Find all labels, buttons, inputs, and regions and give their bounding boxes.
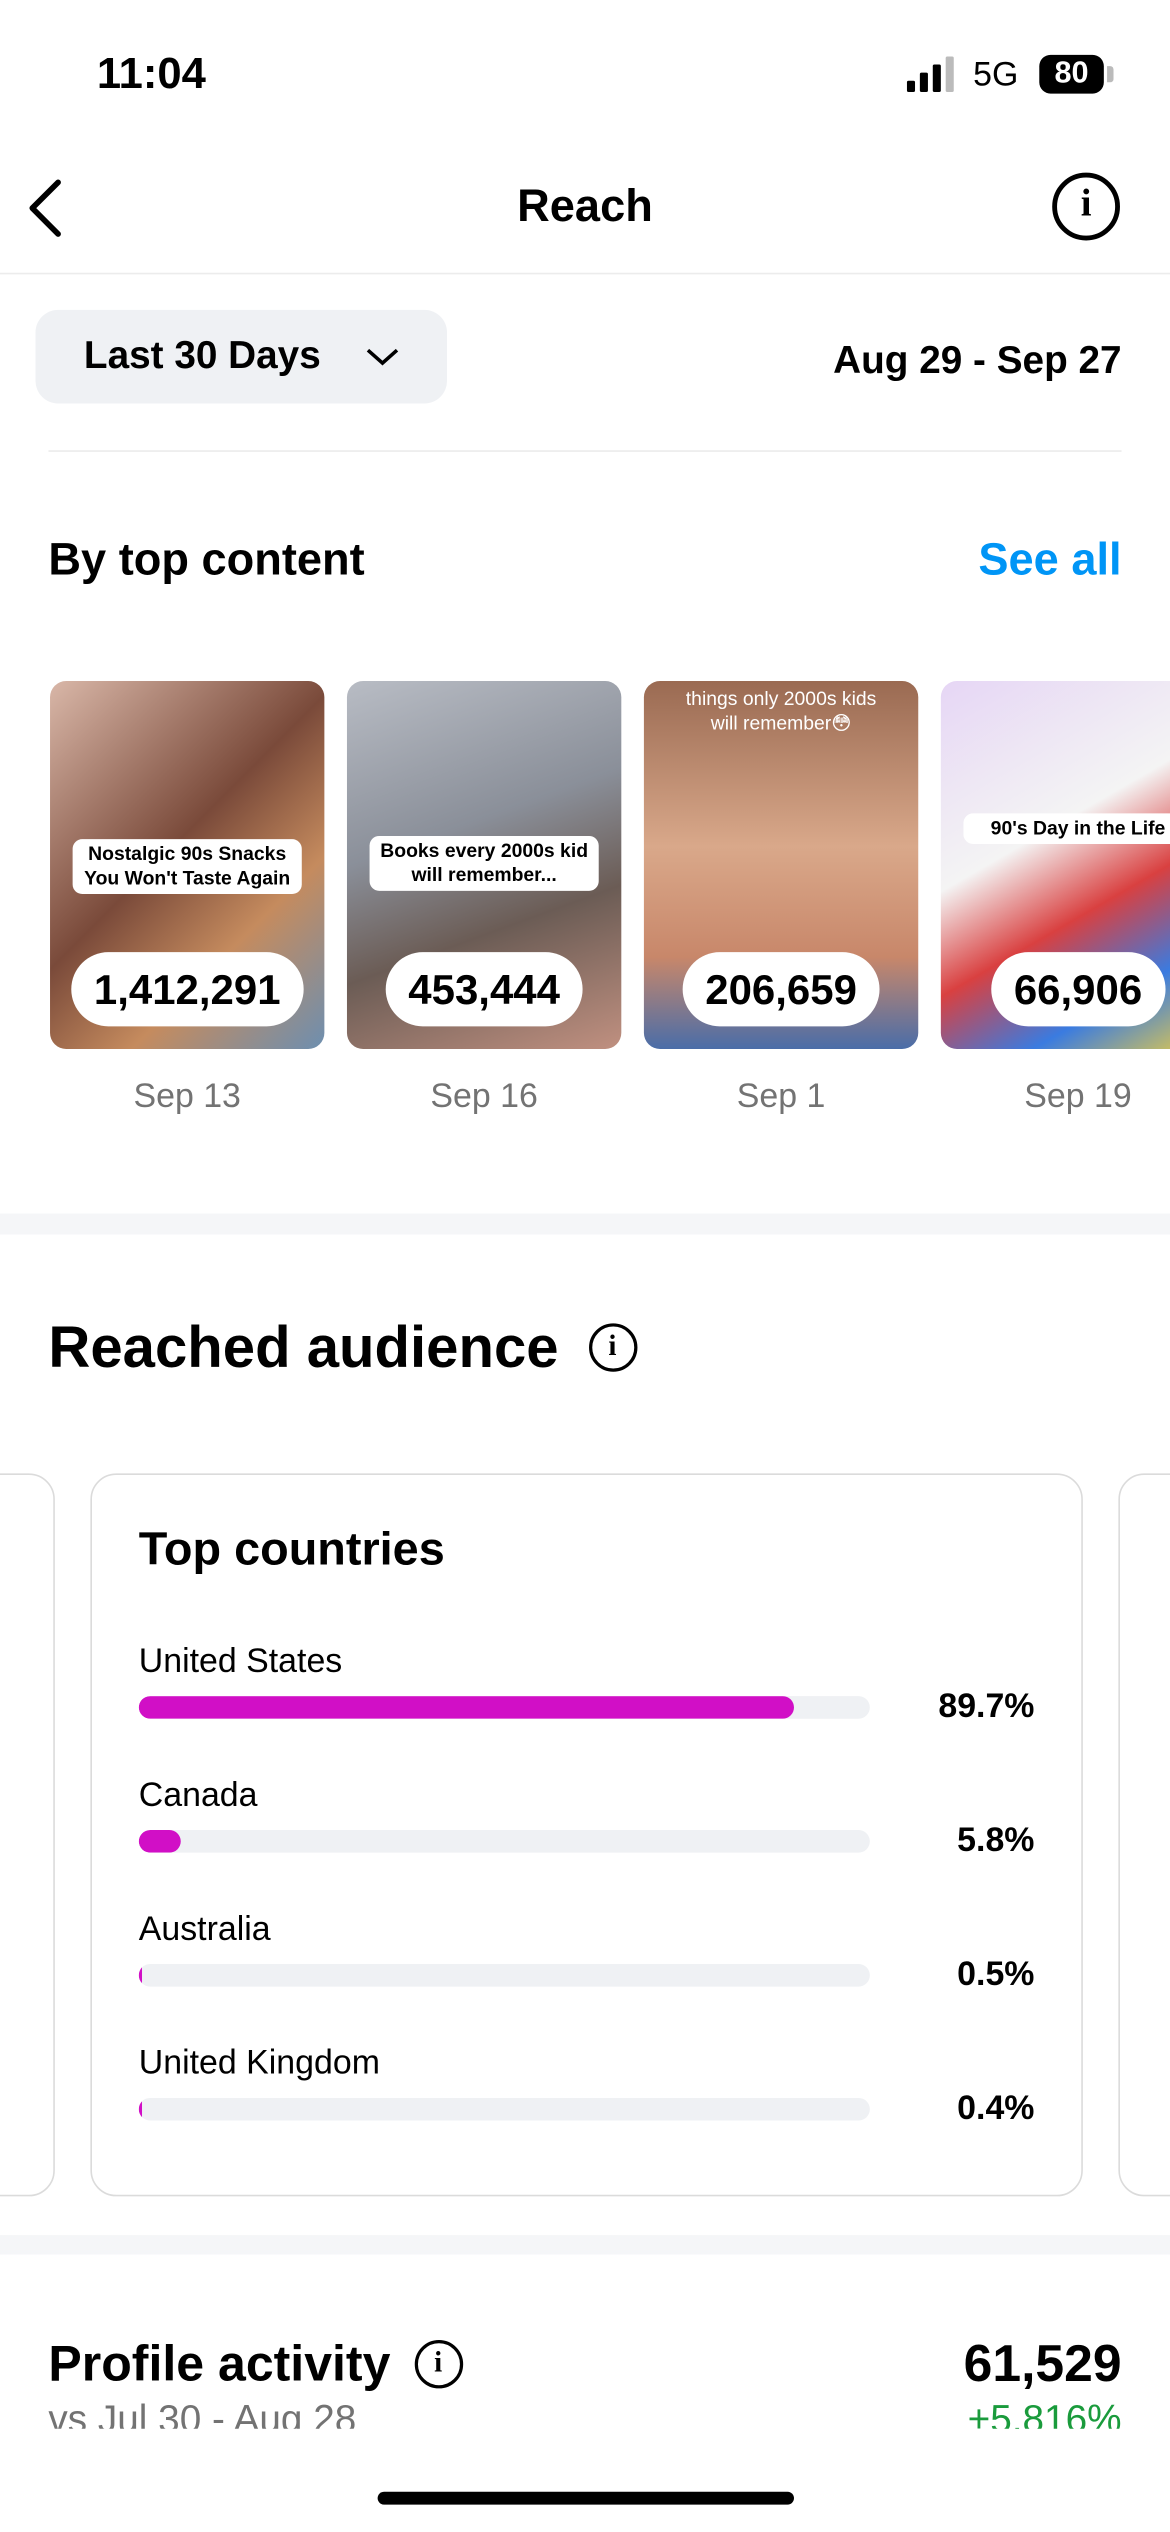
divider	[0, 272, 1170, 275]
change-label: +5,816%	[967, 2398, 1122, 2429]
back-button[interactable]	[23, 178, 71, 239]
info-button[interactable]: i	[414, 2340, 464, 2389]
section-title: Profile activity	[48, 2335, 391, 2392]
divider	[48, 450, 1122, 452]
info-glyph: i	[1080, 183, 1092, 226]
home-indicator	[377, 2491, 794, 2505]
comparison-label: vs Jul 30 - Aug 28	[48, 2398, 357, 2429]
content-thumbnail[interactable]: 90's Day in the Life 66,906	[940, 681, 1170, 1049]
content-thumbnail[interactable]: Nostalgic 90s Snacks You Won't Taste Aga…	[50, 681, 325, 1049]
info-button[interactable]: i	[1052, 172, 1120, 241]
content-thumbnail[interactable]: things only 2000s kids will remember😳 206…	[643, 681, 919, 1049]
content-caption: Books every 2000s kid will remember...	[369, 835, 599, 891]
country-label: United Kingdom	[138, 2044, 380, 2082]
content-reach-count: 453,444	[385, 952, 583, 1027]
content-caption: things only 2000s kids will remember😳	[685, 687, 877, 735]
card-partial[interactable]	[1118, 1473, 1170, 2197]
see-all-link[interactable]: See all	[978, 534, 1122, 585]
info-button[interactable]: i	[589, 1323, 638, 1372]
section-title: By top content	[48, 534, 365, 585]
profile-activity: Profile activity i 61,529 vs Jul 30 - Au…	[0, 2259, 1170, 2428]
total-value: 61,529	[963, 2334, 1122, 2393]
date-range: Aug 29 - Sep 27	[833, 338, 1122, 383]
content-date: Sep 19	[1024, 1078, 1132, 1116]
battery-cap	[1107, 66, 1114, 83]
content-reach-count: 66,906	[991, 952, 1165, 1027]
signal-icon	[906, 56, 954, 92]
value-label: 0.5%	[957, 1955, 1035, 1994]
battery: 80	[1039, 54, 1104, 94]
card-partial[interactable]	[0, 1473, 55, 2197]
content-date: Sep 16	[430, 1078, 538, 1116]
info-glyph: i	[608, 1328, 617, 1362]
content-date: Sep 13	[133, 1078, 241, 1116]
bar-track	[138, 1830, 870, 1853]
bar	[138, 2097, 142, 2121]
page-title: Reach	[517, 180, 653, 231]
country-label: Canada	[138, 1776, 258, 1814]
card-title: Top countries	[138, 1524, 445, 1576]
value-label: 5.8%	[957, 1821, 1035, 1860]
bar-track	[138, 1696, 870, 1719]
content-caption: Nostalgic 90s Snacks You Won't Taste Aga…	[72, 839, 302, 895]
content-caption: 90's Day in the Life	[963, 813, 1170, 845]
top-countries-card[interactable]: Top countries United States 89.7% Canada 5.…	[90, 1473, 1083, 2197]
range-label: Last 30 Days	[83, 334, 321, 378]
bar-track	[138, 2097, 870, 2121]
content-date: Sep 1	[736, 1078, 826, 1116]
section-separator	[0, 1213, 1170, 1235]
bar	[138, 1963, 143, 1987]
bar-track	[138, 1963, 870, 1987]
network-label: 5G	[973, 56, 1019, 94]
country-label: United States	[138, 1642, 343, 1680]
bar	[138, 1830, 182, 1853]
info-glyph: i	[434, 2345, 443, 2378]
range-dropdown[interactable]: Last 30 Days	[35, 309, 448, 404]
status-time: 11:04	[96, 49, 206, 98]
value-label: 89.7%	[938, 1688, 1035, 1726]
value-label: 0.4%	[957, 2089, 1035, 2127]
section-separator	[0, 2235, 1170, 2255]
chevron-down	[366, 348, 399, 366]
country-label: Australia	[138, 1910, 271, 1948]
content-thumbnail[interactable]: Books every 2000s kid will remember... 45…	[346, 681, 622, 1049]
section-title: Reached audience	[48, 1313, 559, 1380]
content-reach-count: 206,659	[682, 952, 880, 1027]
content-reach-count: 1,412,291	[71, 952, 304, 1027]
bar	[138, 1696, 795, 1719]
